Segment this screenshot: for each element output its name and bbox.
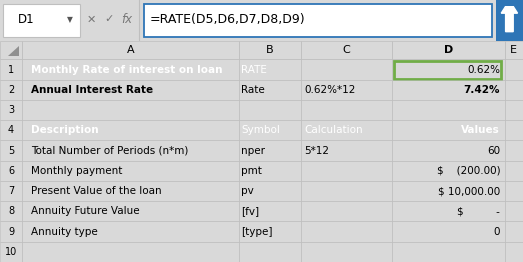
Text: 5*12: 5*12 [304,146,329,156]
Text: 4: 4 [8,125,14,135]
Text: Monthly payment: Monthly payment [31,166,122,176]
Bar [496,0,523,41]
Text: 0: 0 [494,227,500,237]
Text: D1: D1 [18,13,35,26]
Text: E: E [510,45,517,55]
FancyArrow shape [501,1,518,32]
Text: 60: 60 [487,146,500,156]
Text: [type]: [type] [242,227,273,237]
Text: 10: 10 [5,247,17,257]
Text: 0.62%: 0.62% [467,65,500,75]
Text: Symbol: Symbol [242,125,280,135]
Text: fx: fx [121,13,133,26]
Bar [3,4,80,37]
Text: $ 10,000.00: $ 10,000.00 [438,186,500,196]
Text: ✓: ✓ [104,14,113,24]
Text: pmt: pmt [242,166,263,176]
Text: Total Number of Periods (n*m): Total Number of Periods (n*m) [31,146,188,156]
Text: 1: 1 [8,65,14,75]
Text: [fv]: [fv] [242,206,259,216]
Text: Annuity type: Annuity type [31,227,97,237]
Text: $    (200.00): $ (200.00) [437,166,500,176]
Text: Rate: Rate [242,85,265,95]
Text: =RATE(D5,D6,D7,D8,D9): =RATE(D5,D6,D7,D8,D9) [150,13,306,26]
Text: A: A [127,45,134,55]
Text: RATE: RATE [242,65,267,75]
Text: 9: 9 [8,227,14,237]
Text: 0.62%*12: 0.62%*12 [304,85,356,95]
Bar [144,4,492,37]
Polygon shape [8,46,19,56]
Text: B: B [266,45,274,55]
Text: C: C [343,45,350,55]
Text: 5: 5 [8,146,14,156]
Text: ▼: ▼ [66,15,73,24]
Text: Annuity Future Value: Annuity Future Value [31,206,139,216]
Text: ✕: ✕ [87,14,96,24]
Text: D: D [444,45,453,55]
Text: 7: 7 [8,186,14,196]
Text: Values: Values [461,125,500,135]
Text: pv: pv [242,186,254,196]
Text: Description: Description [31,125,98,135]
Text: Calculation: Calculation [304,125,363,135]
Text: Monthly Rate of interest on loan: Monthly Rate of interest on loan [31,65,222,75]
Text: Present Value of the loan: Present Value of the loan [31,186,161,196]
Text: 7.42%: 7.42% [464,85,500,95]
Text: 6: 6 [8,166,14,176]
Text: $          -: $ - [457,206,500,216]
Text: 8: 8 [8,206,14,216]
Text: nper: nper [242,146,266,156]
Text: Annual Interest Rate: Annual Interest Rate [31,85,153,95]
Text: 2: 2 [8,85,14,95]
Text: 3: 3 [8,105,14,115]
